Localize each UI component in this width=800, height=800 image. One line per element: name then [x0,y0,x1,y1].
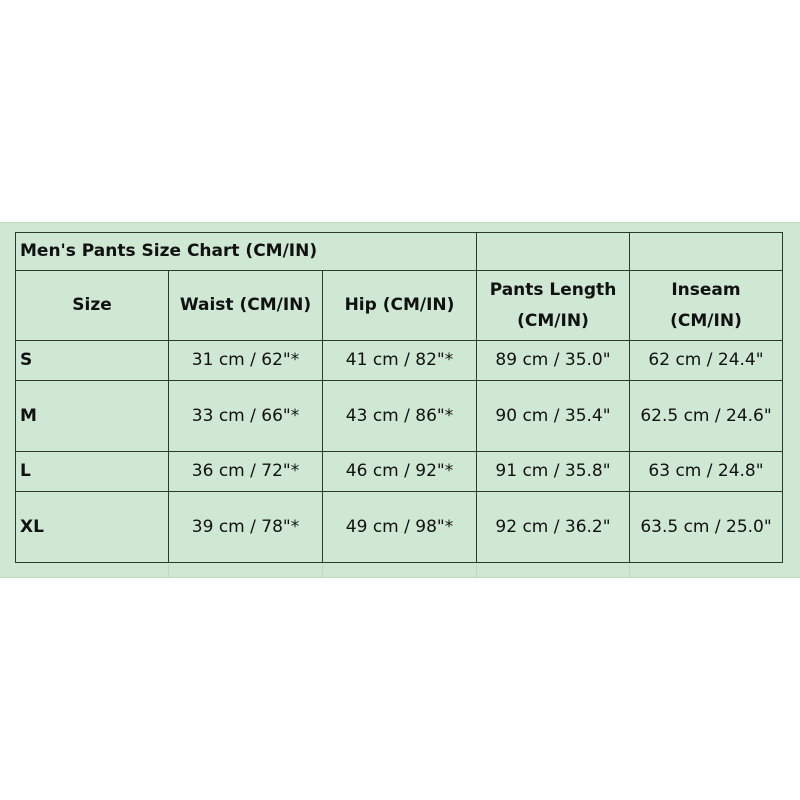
hip-cell: 43 cm / 86"* [322,380,477,452]
waist-cell: 33 cm / 66"* [168,380,323,452]
size-cell: S [15,340,169,381]
table-row: M 33 cm / 66"* 43 cm / 86"* 90 cm / 35.4… [15,380,783,452]
length-cell: 92 cm / 36.2" [476,491,630,563]
waist-cell: 36 cm / 72"* [168,451,323,492]
size-cell: L [15,451,169,492]
size-cell: XL [15,491,169,563]
empty-cell [629,232,783,271]
empty-cell [476,232,630,271]
header-size: Size [15,270,169,341]
gridline [0,577,800,578]
table-title: Men's Pants Size Chart (CM/IN) [15,232,477,271]
hip-cell: 46 cm / 92"* [322,451,477,492]
gridline [168,564,169,578]
size-chart-table: Men's Pants Size Chart (CM/IN) Size Wais… [15,232,783,563]
inseam-cell: 63.5 cm / 25.0" [629,491,783,563]
table-row: L 36 cm / 72"* 46 cm / 92"* 91 cm / 35.8… [15,451,783,492]
table-row: XL 39 cm / 78"* 49 cm / 98"* 92 cm / 36.… [15,491,783,563]
title-row: Men's Pants Size Chart (CM/IN) [15,232,783,271]
length-cell: 91 cm / 35.8" [476,451,630,492]
length-cell: 90 cm / 35.4" [476,380,630,452]
header-waist: Waist (CM/IN) [168,270,323,341]
header-pants-length: Pants Length (CM/IN) [476,270,630,341]
waist-cell: 31 cm / 62"* [168,340,323,381]
hip-cell: 41 cm / 82"* [322,340,477,381]
gridline [629,564,630,578]
inseam-cell: 62 cm / 24.4" [629,340,783,381]
gridline [476,564,477,578]
table-row: S 31 cm / 62"* 41 cm / 82"* 89 cm / 35.0… [15,340,783,381]
size-cell: M [15,380,169,452]
header-hip: Hip (CM/IN) [322,270,477,341]
gridline [322,564,323,578]
length-cell: 89 cm / 35.0" [476,340,630,381]
gridline [0,222,800,223]
inseam-cell: 63 cm / 24.8" [629,451,783,492]
hip-cell: 49 cm / 98"* [322,491,477,563]
waist-cell: 39 cm / 78"* [168,491,323,563]
header-row: Size Waist (CM/IN) Hip (CM/IN) Pants Len… [15,270,783,341]
header-inseam: Inseam (CM/IN) [629,270,783,341]
inseam-cell: 62.5 cm / 24.6" [629,380,783,452]
